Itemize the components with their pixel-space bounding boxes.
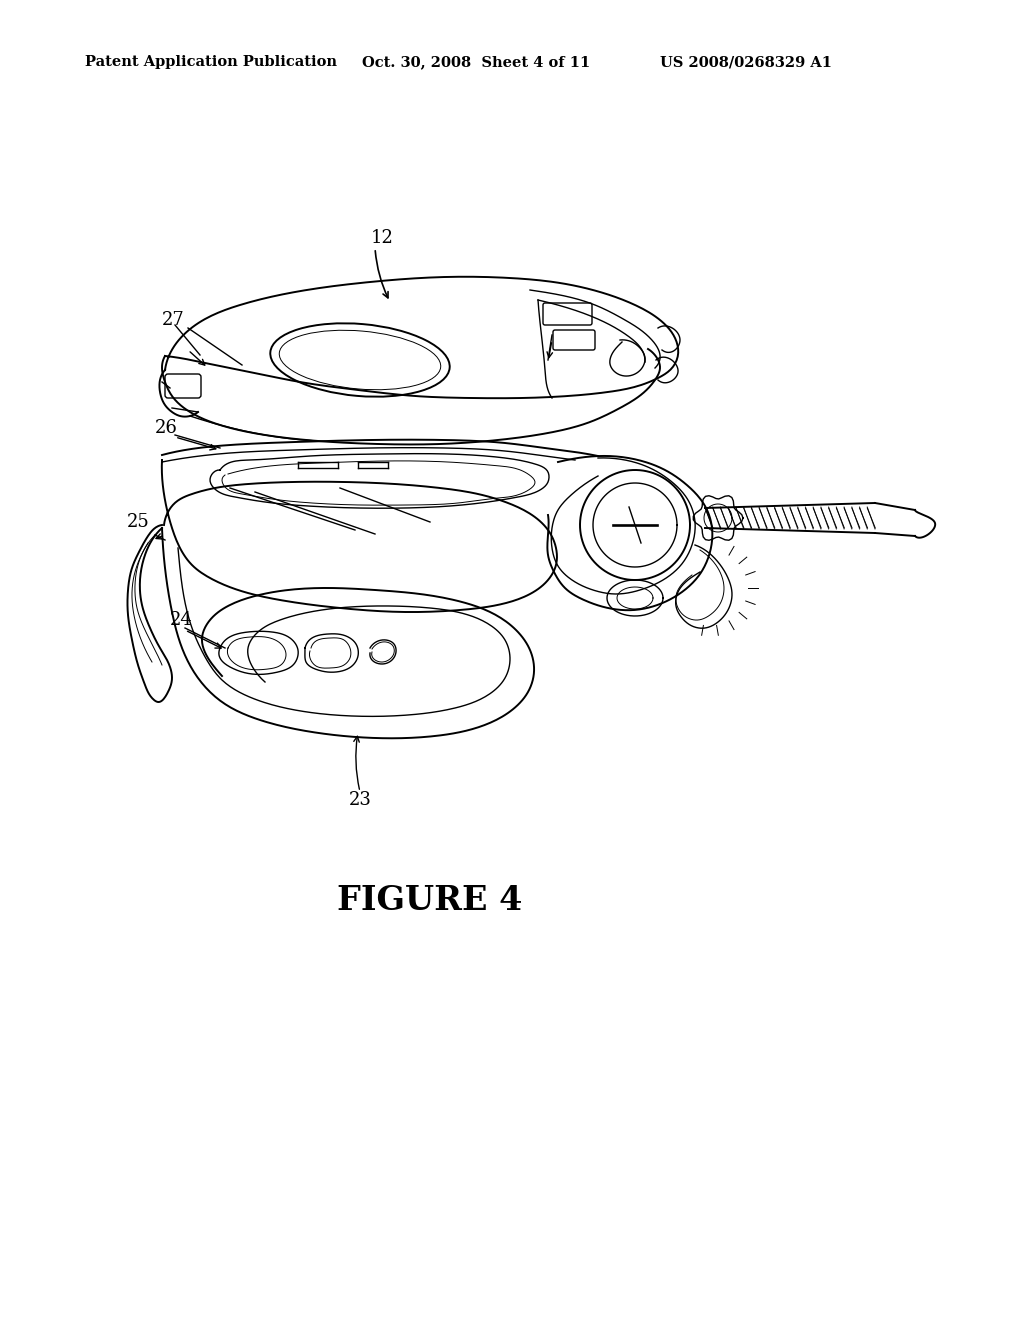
Text: Patent Application Publication: Patent Application Publication [85, 55, 337, 69]
Text: US 2008/0268329 A1: US 2008/0268329 A1 [660, 55, 831, 69]
Text: 26: 26 [155, 418, 178, 437]
Text: 23: 23 [348, 791, 372, 809]
Text: 25: 25 [127, 513, 150, 531]
Text: Oct. 30, 2008  Sheet 4 of 11: Oct. 30, 2008 Sheet 4 of 11 [362, 55, 590, 69]
Text: FIGURE 4: FIGURE 4 [337, 883, 522, 916]
Text: 12: 12 [371, 228, 393, 247]
Text: 24: 24 [170, 611, 193, 630]
Text: 27: 27 [162, 312, 184, 329]
